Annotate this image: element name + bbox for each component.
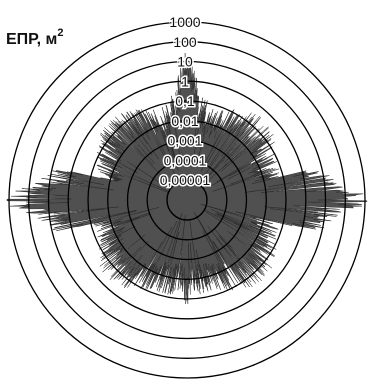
radial-tick-label: 0,001 [167, 133, 202, 149]
grid-ring [146, 159, 228, 241]
radial-tick-label: 1000 [169, 14, 200, 30]
radial-tick-label: 0,0001 [164, 152, 207, 168]
grid-ring [8, 21, 366, 379]
radial-tick-label: 0,1 [175, 93, 195, 109]
grid-ring [87, 100, 287, 300]
grid-ring [126, 139, 248, 261]
grid-ring [166, 179, 208, 221]
radial-tick-label: 100 [173, 34, 197, 50]
grid-ring [107, 120, 267, 280]
grid-ring [47, 60, 327, 340]
rcs-pattern-series [6, 52, 368, 304]
grid-ring [28, 41, 346, 359]
radial-grid-front [8, 21, 366, 379]
radial-tick-label: 10 [177, 54, 193, 70]
radial-tick-label: 1 [181, 73, 189, 89]
grid-ring [67, 80, 307, 320]
radial-tick-labels: 0,00001 0,0001 0,001 0,01 0,1 1 10 100 1000 [158, 13, 212, 190]
radial-tick-label: 0,00001 [160, 172, 211, 188]
y-axis-label: ЕПР, м2 [6, 27, 63, 48]
radial-tick-label: 0,01 [171, 113, 198, 129]
